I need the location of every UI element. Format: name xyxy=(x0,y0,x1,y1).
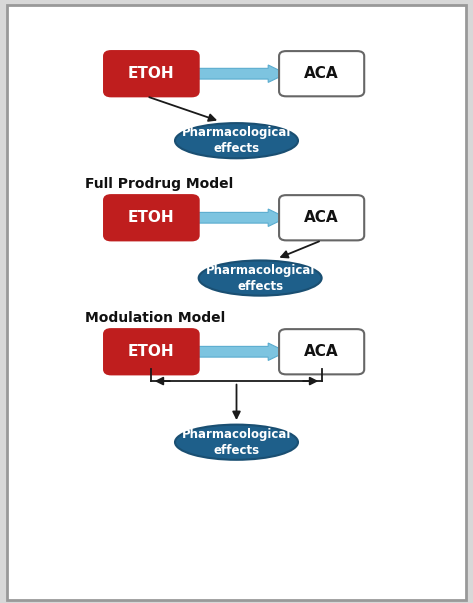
Text: ETOH: ETOH xyxy=(128,344,175,359)
FancyBboxPatch shape xyxy=(279,195,364,241)
FancyBboxPatch shape xyxy=(104,195,199,241)
Text: Pharmacological
effects: Pharmacological effects xyxy=(205,264,315,292)
FancyBboxPatch shape xyxy=(279,51,364,96)
Text: Pharmacological
effects: Pharmacological effects xyxy=(182,126,291,155)
FancyBboxPatch shape xyxy=(7,5,466,599)
Text: ACA: ACA xyxy=(304,344,339,359)
Text: Full Prodrug Model: Full Prodrug Model xyxy=(85,177,233,191)
Text: ACA: ACA xyxy=(304,66,339,81)
Text: Modulation Model: Modulation Model xyxy=(85,311,226,325)
FancyBboxPatch shape xyxy=(104,329,199,374)
Ellipse shape xyxy=(199,260,322,295)
FancyBboxPatch shape xyxy=(279,329,364,374)
Ellipse shape xyxy=(175,425,298,460)
Polygon shape xyxy=(192,209,286,227)
Text: Pharmacological
effects: Pharmacological effects xyxy=(182,428,291,456)
Text: ETOH: ETOH xyxy=(128,66,175,81)
Polygon shape xyxy=(192,343,286,361)
FancyBboxPatch shape xyxy=(104,51,199,96)
Ellipse shape xyxy=(175,123,298,158)
Polygon shape xyxy=(192,65,286,83)
Text: ETOH: ETOH xyxy=(128,210,175,226)
Text: ACA: ACA xyxy=(304,210,339,226)
